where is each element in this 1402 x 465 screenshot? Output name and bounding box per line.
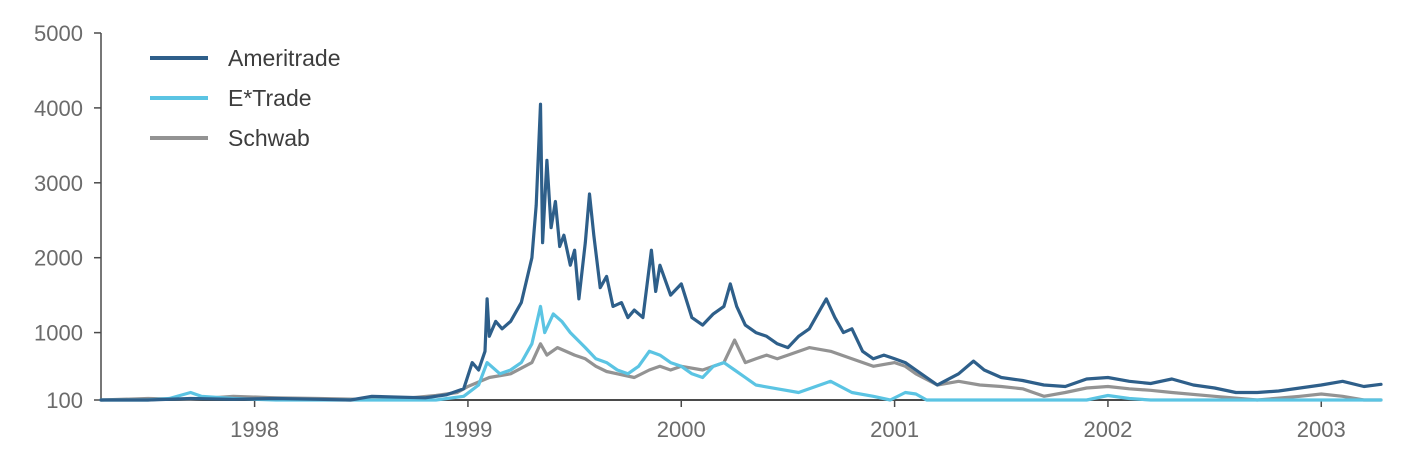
x-tick-label: 1999 <box>443 417 492 442</box>
x-tick-label: 2002 <box>1083 417 1132 442</box>
y-axis-ticks: 100 1000 2000 3000 4000 5000 <box>34 21 101 413</box>
y-tick-label: 2000 <box>34 246 83 271</box>
y-tick-label: 1000 <box>34 321 83 346</box>
legend-label-e-trade: E*Trade <box>228 85 312 111</box>
x-tick-label: 1998 <box>230 417 279 442</box>
series-line-ameritrade <box>99 102 1383 402</box>
y-tick-label: 100 <box>46 388 83 413</box>
x-tick-label: 2000 <box>657 417 706 442</box>
series-line-schwab <box>99 338 1383 402</box>
x-tick-label: 2003 <box>1297 417 1346 442</box>
series-lines <box>99 102 1383 402</box>
series-line-e-trade <box>99 304 1383 402</box>
x-tick-label: 2001 <box>870 417 919 442</box>
x-axis-ticks: 1998 1999 2000 2001 2002 2003 <box>230 400 1346 442</box>
legend-label-schwab: Schwab <box>228 125 310 151</box>
y-tick-label: 4000 <box>34 96 83 121</box>
legend-label-ameritrade: Ameritrade <box>228 45 340 71</box>
y-tick-label: 5000 <box>34 21 83 46</box>
y-tick-label: 3000 <box>34 171 83 196</box>
legend: Ameritrade E*Trade Schwab <box>150 45 340 151</box>
